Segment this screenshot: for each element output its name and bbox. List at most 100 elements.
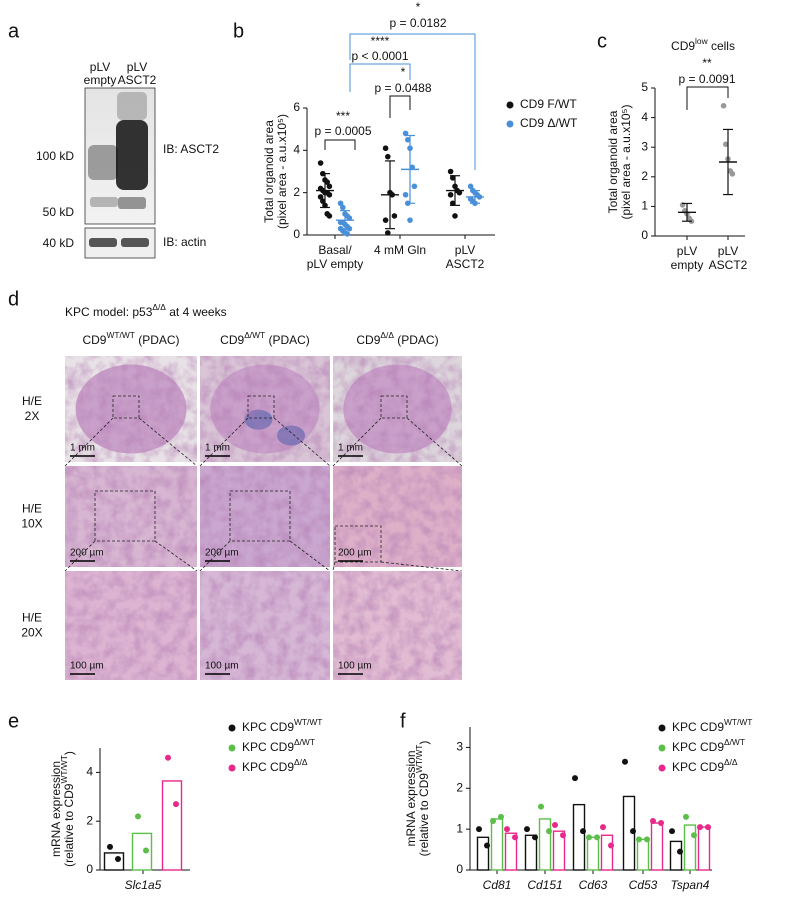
data-point <box>402 130 409 137</box>
annotation: p < 0.0001 <box>351 49 408 63</box>
texture <box>65 466 197 567</box>
scale-bar-label: 100 µm <box>338 661 372 672</box>
y-axis-label-part: (relative to CD9 <box>62 783 76 867</box>
column-header-part: (PDAC) <box>394 333 439 347</box>
y-tick-label: 4 <box>86 765 93 779</box>
x-tick-label: pLV <box>677 244 697 258</box>
legend-label-part: Δ/WT <box>294 737 315 747</box>
data-point <box>705 824 711 831</box>
x-tick-label: pLV <box>455 243 475 257</box>
legend-label-part: KPC CD9 <box>672 740 724 754</box>
texture <box>65 571 197 680</box>
zoom-line <box>289 540 331 572</box>
legend-label-part: CD9 Δ/WT <box>520 116 578 130</box>
y-axis-label-part: (relative to CD9 <box>417 773 431 857</box>
column-header-part: (PDAC) <box>135 333 180 347</box>
legend-label-part: Δ/Δ <box>294 757 308 767</box>
probe-label: IB: ASCT2 <box>163 142 219 156</box>
legend-label: KPC CD9Δ/WT <box>242 737 315 754</box>
data-point <box>405 136 411 143</box>
data-point <box>382 145 389 152</box>
legend-label: KPC CD9Δ/WT <box>672 737 745 754</box>
data-point <box>636 836 642 843</box>
data-point <box>409 164 416 171</box>
texture <box>200 466 330 567</box>
y-tick-label: 1 <box>456 821 463 835</box>
y-tick-label: 4 <box>641 110 648 124</box>
legend-label-part: KPC CD9 <box>672 720 724 734</box>
legend-marker <box>506 120 514 128</box>
scale-bar-label: 200 µm <box>70 548 104 559</box>
data-point <box>411 183 418 190</box>
data-point <box>622 758 628 765</box>
data-point <box>346 215 353 221</box>
data-point <box>115 856 121 863</box>
data-point <box>498 813 504 820</box>
legend-label: KPC CD9Δ/Δ <box>672 757 738 774</box>
lane-label: ASCT2 <box>118 73 157 87</box>
y-tick-label: 0 <box>641 228 648 242</box>
data-point <box>538 803 544 810</box>
y-axis-label: Total organoid area <box>606 110 620 213</box>
data-point <box>143 847 149 854</box>
annotation: p = 0.0182 <box>389 16 446 30</box>
data-point <box>456 189 463 196</box>
histology-title-part: at 4 weeks <box>166 305 227 319</box>
y-axis-label-part: (pixel area - a.u.x10⁵) <box>275 114 289 229</box>
zoom-box <box>334 525 382 563</box>
bar <box>103 852 125 871</box>
zoom-line <box>406 417 463 467</box>
x-tick-label: Cd63 <box>579 878 608 892</box>
data-point <box>324 179 331 185</box>
column-header: CD9Δ/WT (PDAC) <box>220 330 310 347</box>
data-point <box>650 817 656 824</box>
data-point <box>340 204 346 211</box>
data-point <box>407 217 413 223</box>
panel-label: d <box>8 288 19 310</box>
data-point <box>546 828 552 835</box>
y-axis-label-part: mRNA expression <box>404 750 418 846</box>
data-point <box>677 848 683 855</box>
chart-title-part: CD9 <box>671 39 695 53</box>
y-axis-label: (relative to CD9WT/WT) <box>414 741 431 857</box>
zoom-box <box>247 395 275 419</box>
histology-title-part: KPC model: p53 <box>65 305 153 319</box>
x-tick-label: Tspan4 <box>671 878 710 892</box>
y-tick-label: 3 <box>456 740 463 754</box>
x-tick-label: Cd151 <box>527 878 562 892</box>
bar <box>586 836 600 871</box>
bar <box>669 840 683 871</box>
texture <box>333 466 462 567</box>
annotation: p = 0.0091 <box>678 72 735 86</box>
column-header: CD9Δ/Δ (PDAC) <box>356 330 438 347</box>
data-point <box>337 200 344 207</box>
legend-marker <box>228 744 236 752</box>
data-point <box>317 160 324 166</box>
data-point <box>326 183 333 190</box>
row-label: H/E <box>22 502 42 516</box>
row-label: 20X <box>21 626 42 640</box>
row-label: H/E <box>22 611 42 625</box>
legend-label-part: WT/WT <box>724 717 752 727</box>
scale-bar-label: 200 µm <box>205 548 239 559</box>
annotation: p = 0.0005 <box>314 124 371 138</box>
annotation: **** <box>371 34 390 48</box>
data-point <box>382 217 389 223</box>
legend-marker <box>658 764 666 772</box>
data-point <box>720 102 727 109</box>
bar <box>161 780 183 871</box>
western-blot <box>84 87 156 259</box>
panel-label: b <box>233 20 244 42</box>
marker-label: 50 kD <box>43 205 75 219</box>
scale-bar-label: 100 µm <box>70 661 104 672</box>
y-axis-label: (pixel area - a.u.x10⁵) <box>619 104 633 219</box>
bar <box>600 834 614 871</box>
legend-label-part: KPC CD9 <box>242 740 294 754</box>
zoom-line <box>154 540 198 572</box>
data-point <box>729 171 736 177</box>
annotation: *** <box>336 109 350 123</box>
y-axis-label-part: WT/WT <box>59 755 69 783</box>
lane-label: pLV <box>90 60 110 74</box>
legend-label: KPC CD9Δ/Δ <box>242 757 308 774</box>
y-tick-label: 6 <box>293 100 300 114</box>
